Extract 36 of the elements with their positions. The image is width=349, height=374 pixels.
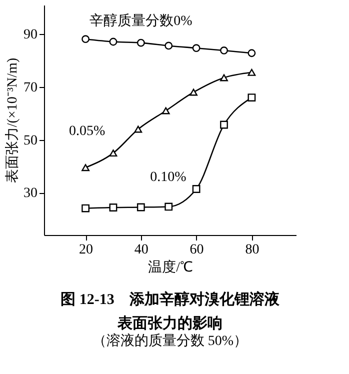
point <box>220 46 228 54</box>
point <box>109 204 118 212</box>
point <box>109 38 118 46</box>
point <box>164 42 173 50</box>
series-label: 辛醇质量分数0% <box>90 12 193 29</box>
point <box>220 120 228 129</box>
y-tick-label: 90 <box>24 28 38 43</box>
point <box>136 203 145 212</box>
x-tick-label: 20 <box>79 242 94 258</box>
text: 图 12-13 添加辛醇对溴化锂溶液表面张力的影响 <box>60 290 280 332</box>
point <box>220 74 228 82</box>
point <box>134 126 142 133</box>
point <box>248 94 256 102</box>
point <box>162 107 170 114</box>
series-label: 0.10% <box>150 170 187 185</box>
x-axis-title: 温度/℃ <box>148 260 193 276</box>
point <box>248 49 256 58</box>
y-tick-label: 50 <box>24 133 38 148</box>
point <box>164 202 173 211</box>
point <box>192 185 200 193</box>
point <box>136 38 145 47</box>
point <box>192 44 200 52</box>
point <box>82 204 90 212</box>
point <box>82 35 90 44</box>
point <box>190 88 198 96</box>
point <box>82 164 90 172</box>
y-tick-label: 30 <box>24 186 38 202</box>
x-tick-label: 40 <box>134 242 148 258</box>
series-label: 0.05% <box>69 124 106 140</box>
point <box>109 150 118 157</box>
x-tick-label: 80 <box>245 242 260 258</box>
y-tick-label: 70 <box>24 80 38 96</box>
text: （溶液的质量分数 50%） <box>92 333 248 349</box>
point <box>248 68 256 76</box>
y-axis-title: 表面张力/(×10⁻³N/m) <box>4 58 20 184</box>
x-tick-label: 60 <box>190 242 204 258</box>
